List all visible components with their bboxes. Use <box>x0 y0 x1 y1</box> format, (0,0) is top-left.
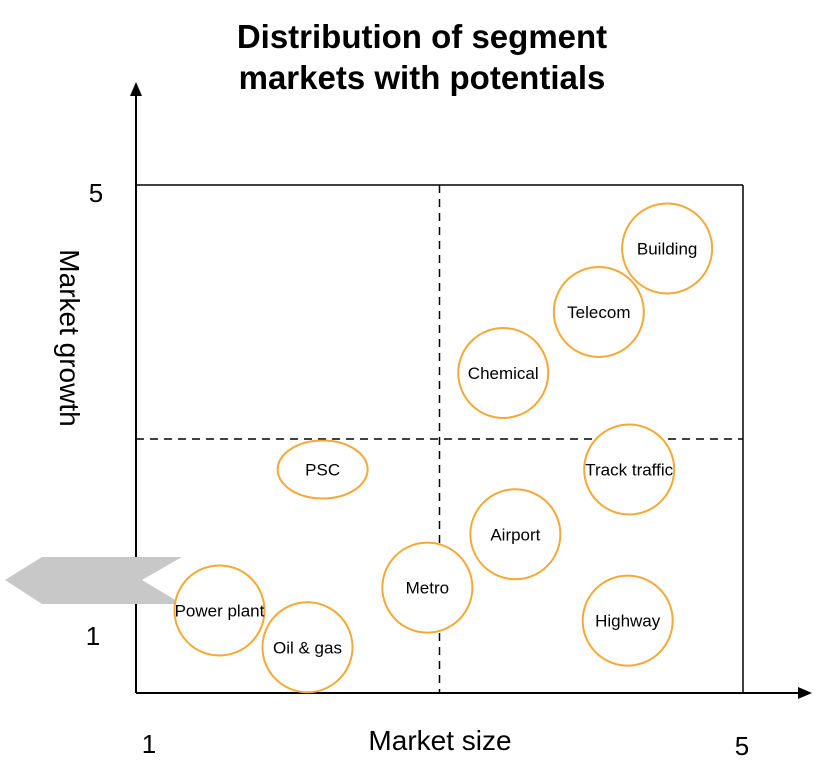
x-axis-arrowhead <box>798 687 812 699</box>
y-axis-arrowhead <box>130 82 142 96</box>
x-tick-label-left: 1 <box>142 729 156 759</box>
bubble-airport <box>469 488 562 581</box>
bubble-telecom <box>552 266 645 358</box>
bubble-label-airport: Airport <box>490 525 540 544</box>
bubble-label-chemical: Chemical <box>468 364 539 383</box>
bubble-label-metro: Metro <box>406 579 449 598</box>
y-tick-label-top: 5 <box>89 178 103 208</box>
bubble-label-track-traffic: Track traffic <box>585 460 673 479</box>
bubble-layer: Building Telecom Chemical PSC Track traffic A… <box>173 202 714 694</box>
bubble-power-plant <box>173 564 266 657</box>
bubble-label-telecom: Telecom <box>567 303 630 322</box>
bubble-oil-gas <box>261 601 354 694</box>
bubble-psc <box>276 439 369 500</box>
y-axis-label: Market growth <box>54 249 85 426</box>
x-axis-label: Market size <box>368 725 511 756</box>
bubble-chemical <box>457 326 550 419</box>
left-arrow-shape <box>5 557 182 604</box>
bubble-label-oil-gas: Oil & gas <box>273 638 342 657</box>
bubble-building <box>621 202 714 295</box>
bubble-label-highway: Highway <box>595 612 661 631</box>
bubble-highway <box>581 574 674 667</box>
bubble-label-power-plant: Power plant <box>175 601 265 620</box>
bubble-metro <box>381 541 474 634</box>
bubble-label-psc: PSC <box>305 460 340 479</box>
bubble-label-building: Building <box>637 240 698 259</box>
chart-title-line-2: markets with potentials <box>239 59 606 96</box>
y-tick-label-bottom: 1 <box>86 621 100 651</box>
bubble-track-traffic <box>583 423 676 516</box>
x-tick-label-right: 5 <box>735 731 749 761</box>
chart-title-line-1: Distribution of segment <box>237 18 607 55</box>
